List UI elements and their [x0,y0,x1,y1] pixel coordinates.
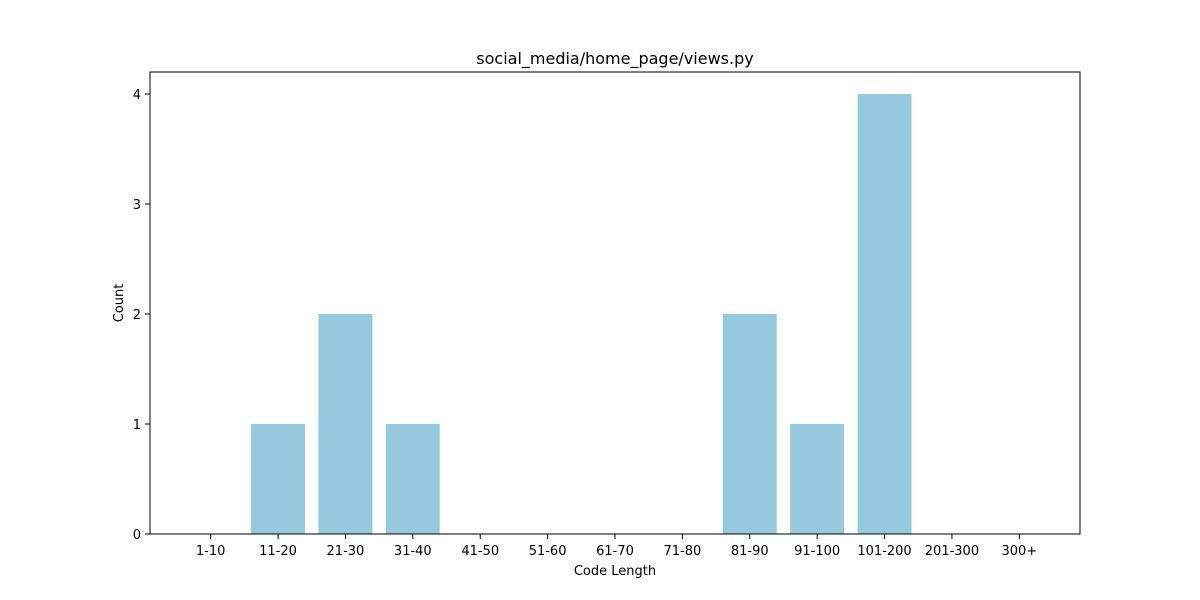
x-tick-label: 91-100 [794,544,840,559]
x-tick-label: 300+ [1001,544,1037,559]
x-tick-label: 51-60 [529,544,567,559]
x-tick-label: 81-90 [731,544,769,559]
x-tick-label: 61-70 [596,544,634,559]
bar-81-90 [722,314,777,534]
y-axis-label: Count [112,284,127,323]
bar-31-40 [385,424,440,534]
x-axis-label: Code Length [574,564,656,579]
bar-91-100 [790,424,845,534]
bar-11-20 [251,424,305,534]
y-tick-label: 1 [133,418,141,433]
x-tick-label: 201-300 [925,544,979,559]
x-tick-label: 11-20 [259,544,297,559]
bars-layer [251,94,912,534]
bar-101-200 [857,94,912,534]
x-tick-label: 1-10 [196,544,226,559]
y-tick-label: 3 [133,198,141,213]
x-tick-label: 21-30 [327,544,365,559]
y-tick-label: 4 [133,88,141,103]
x-tick-label: 71-80 [664,544,702,559]
x-tick-label: 101-200 [857,544,911,559]
y-tick-label: 2 [133,308,141,323]
y-axis: 0 1 2 3 4 [133,88,150,543]
x-tick-label: 31-40 [394,544,432,559]
bar-21-30 [318,314,373,534]
x-tick-label: 41-50 [461,544,499,559]
x-axis: 1-10 11-20 21-30 31-40 41-50 51-60 61-70 71-80 8… [196,534,1037,559]
y-tick-label: 0 [133,528,141,543]
chart-title: social_media/home_page/views.py [476,49,753,69]
